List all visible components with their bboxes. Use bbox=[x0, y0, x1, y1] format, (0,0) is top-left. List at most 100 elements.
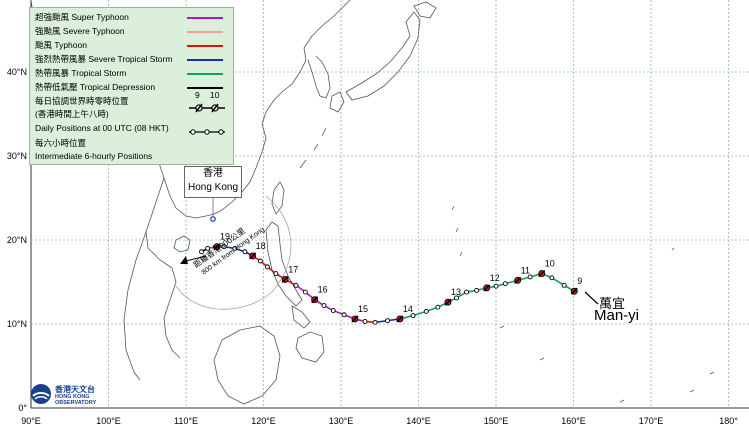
lon-tick-label: 170°E bbox=[639, 416, 664, 426]
visayas-coast bbox=[291, 305, 311, 329]
six-hourly-position bbox=[321, 303, 327, 308]
daily-position-label: 15 bbox=[358, 304, 368, 314]
800km-boundary bbox=[175, 195, 292, 310]
six-hourly-position bbox=[464, 289, 469, 295]
legend-severe-tropical-storm-line bbox=[187, 59, 223, 61]
legend: 超強颱風 Super Typhoon 強颱風 Severe Typhoon 颱風… bbox=[29, 7, 234, 165]
six-hourly-position bbox=[232, 245, 238, 251]
daily-position-tick bbox=[570, 287, 578, 295]
daily-position-label: 18 bbox=[256, 241, 266, 251]
observatory-name-zh: 香港天文台 bbox=[55, 385, 95, 394]
daily-position-tick bbox=[538, 270, 546, 278]
six-hourly-position bbox=[362, 319, 368, 324]
six-hourly-position bbox=[372, 319, 378, 325]
daily-position-tick bbox=[311, 296, 319, 304]
daily-position-label: 10 bbox=[545, 259, 555, 269]
lat-tick-label: 20°N bbox=[7, 235, 27, 245]
daily-positions: 9 10 11 12 13 14 15 16 17 18 19 bbox=[213, 232, 582, 323]
ryukyu-islands bbox=[299, 127, 327, 169]
lat-lon-grid: 90°E 100°E 110°E 120°E 130°E 140°E 150°E 160°E 1… bbox=[7, 0, 749, 426]
legend-typhoon-line bbox=[187, 45, 223, 47]
storm-name-en: Man-yi bbox=[594, 307, 640, 324]
six-hourly-position bbox=[454, 295, 459, 301]
lon-tick-label: 150°E bbox=[484, 416, 509, 426]
daily-position: 18 bbox=[249, 241, 266, 260]
six-hourly-position bbox=[242, 249, 248, 255]
six-hourly-position bbox=[330, 308, 336, 314]
daily-position-label: 17 bbox=[288, 264, 298, 274]
coastline bbox=[30, 0, 715, 405]
daily-position-label: 16 bbox=[318, 285, 328, 295]
six-hourly-position bbox=[273, 271, 279, 277]
six-hourly-position bbox=[205, 245, 211, 251]
lon-tick-label: 140°E bbox=[406, 416, 431, 426]
six-hourly-position bbox=[474, 287, 480, 293]
borneo-coast bbox=[213, 325, 281, 405]
six-hourly-position bbox=[199, 249, 204, 255]
daily-position: 15 bbox=[351, 304, 368, 323]
six-hourly-position bbox=[257, 258, 263, 264]
six-hourly-position bbox=[423, 308, 429, 314]
legend-daily-symbol-icon bbox=[189, 103, 225, 113]
daily-position: 14 bbox=[396, 304, 413, 323]
six-hourly-position bbox=[527, 274, 533, 280]
hong-kong-label-en: Hong Kong bbox=[187, 182, 239, 193]
taiwan-coast bbox=[271, 181, 285, 215]
six-hourly-position bbox=[435, 304, 441, 310]
six-hourly-position bbox=[385, 318, 390, 324]
lon-tick-label: 110°E bbox=[174, 416, 198, 426]
malay-coast bbox=[123, 231, 147, 381]
six-hourly-position bbox=[293, 282, 299, 288]
mindanao-coast bbox=[295, 331, 325, 363]
daily-position-tick bbox=[483, 284, 491, 292]
legend-super-typhoon-line bbox=[187, 17, 223, 19]
legend-six-hourly-en: Intermediate 6-hourly Positions bbox=[35, 151, 153, 161]
hong-kong-label: 香港 Hong Kong bbox=[184, 166, 242, 198]
six-hourly-position bbox=[341, 312, 347, 318]
legend-severe-typhoon-line bbox=[187, 31, 223, 33]
legend-tropical-storm-line bbox=[187, 73, 223, 75]
observatory-logo: 香港天文台 HONG KONG OBSERVATORY bbox=[30, 383, 120, 406]
storm-name-leader bbox=[584, 291, 599, 305]
daily-position-tick bbox=[514, 276, 522, 284]
six-hourly-position bbox=[561, 282, 567, 288]
daily-position: 17 bbox=[281, 264, 298, 284]
daily-position-tick bbox=[396, 315, 404, 323]
legend-daily-zh2: (香港時間上午八時) bbox=[35, 109, 109, 119]
daily-position-label: 9 bbox=[577, 276, 582, 286]
hong-kong-marker bbox=[210, 198, 216, 222]
six-hourly-position bbox=[302, 289, 308, 295]
daily-position-tick bbox=[281, 275, 289, 284]
daily-position: 12 bbox=[483, 273, 500, 292]
daily-position-label: 19 bbox=[220, 232, 230, 242]
six-hourly-position bbox=[493, 283, 499, 289]
daily-position: 11 bbox=[514, 265, 530, 284]
japan-honshu bbox=[345, 11, 421, 101]
legend-six-hourly-symbol-icon bbox=[189, 129, 225, 135]
legend-example-day-10: 10 bbox=[210, 90, 220, 100]
luzon-coast bbox=[265, 221, 303, 307]
indochina-coast bbox=[145, 177, 181, 359]
daily-position-tick bbox=[213, 243, 221, 251]
daily-position: 13 bbox=[444, 287, 461, 306]
daily-position: 9 bbox=[570, 276, 582, 295]
arrow-icon bbox=[180, 255, 207, 264]
daily-position-tick bbox=[351, 315, 359, 323]
hong-kong-label-zh: 香港 bbox=[203, 168, 223, 179]
japan-kyushu bbox=[329, 91, 345, 113]
six-hourly-position bbox=[502, 281, 508, 287]
lon-tick-label: 180° bbox=[719, 416, 738, 426]
lat-tick-label: 40°N bbox=[7, 67, 27, 77]
hainan-coast bbox=[173, 235, 191, 253]
lat-tick-label: 10°N bbox=[7, 319, 27, 329]
daily-position-tick bbox=[249, 252, 257, 260]
typhoon-track bbox=[199, 244, 577, 325]
mariana-islands bbox=[451, 205, 463, 257]
daily-position: 19 bbox=[213, 232, 230, 251]
lat-tick-label: 0° bbox=[18, 403, 27, 413]
legend-example-day-9: 9 bbox=[195, 90, 200, 100]
pacific-islands bbox=[499, 247, 715, 403]
daily-position: 10 bbox=[538, 259, 555, 278]
legend-daily-zh: 每日協調世界時零時位置 bbox=[35, 96, 129, 106]
legend-super-typhoon: 超強颱風 Super Typhoon bbox=[35, 12, 129, 22]
